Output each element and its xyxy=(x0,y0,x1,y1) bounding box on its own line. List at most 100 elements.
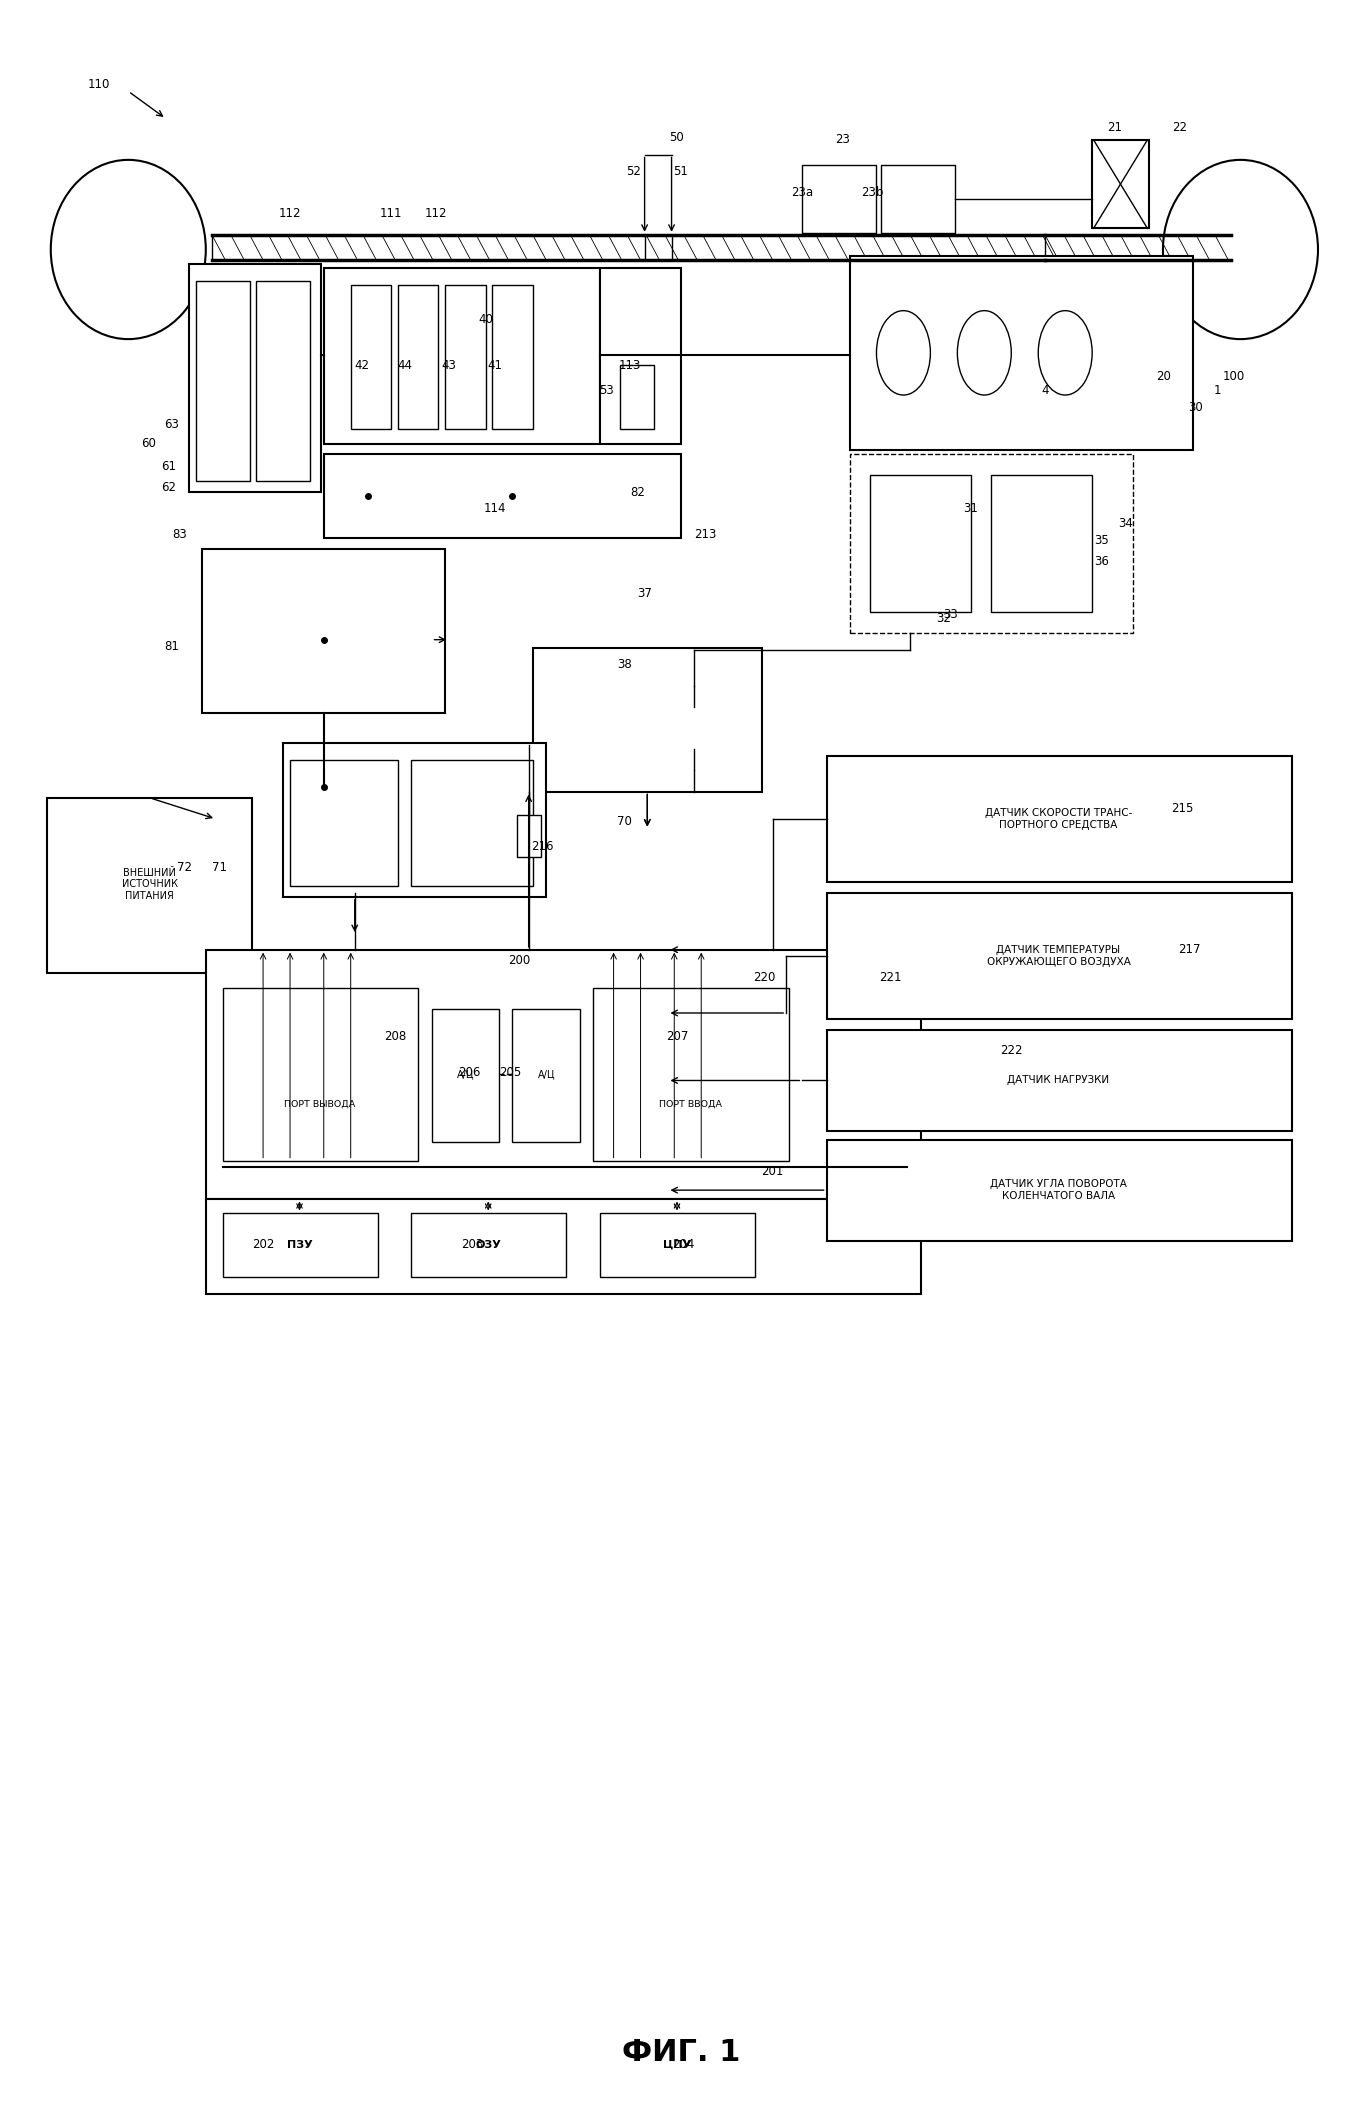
Text: 37: 37 xyxy=(637,586,652,601)
FancyBboxPatch shape xyxy=(667,686,722,749)
Text: 51: 51 xyxy=(674,166,688,178)
Text: А/Ц: А/Ц xyxy=(456,1070,474,1078)
Text: 206: 206 xyxy=(458,1066,481,1078)
Text: 114: 114 xyxy=(484,503,507,516)
Text: 100: 100 xyxy=(1223,369,1245,382)
Text: 202: 202 xyxy=(252,1238,274,1250)
FancyBboxPatch shape xyxy=(290,760,398,887)
Text: ЦПУ: ЦПУ xyxy=(663,1240,691,1250)
Text: ДАТЧИК ТЕМПЕРАТУРЫ
ОКРУЖАЮЩЕГО ВОЗДУХА: ДАТЧИК ТЕМПЕРАТУРЫ ОКРУЖАЮЩЕГО ВОЗДУХА xyxy=(986,945,1130,966)
Text: 205: 205 xyxy=(498,1066,520,1078)
Text: 110: 110 xyxy=(87,79,110,91)
FancyBboxPatch shape xyxy=(594,987,789,1161)
Text: 32: 32 xyxy=(937,611,951,624)
Text: 111: 111 xyxy=(380,208,402,221)
Text: 31: 31 xyxy=(963,503,978,516)
Text: 35: 35 xyxy=(1094,535,1109,548)
Text: 50: 50 xyxy=(670,132,684,144)
Text: 44: 44 xyxy=(398,359,413,372)
Text: 41: 41 xyxy=(488,359,503,372)
FancyBboxPatch shape xyxy=(827,1140,1291,1240)
FancyBboxPatch shape xyxy=(533,648,761,792)
FancyBboxPatch shape xyxy=(207,1199,921,1293)
FancyBboxPatch shape xyxy=(222,987,418,1161)
FancyBboxPatch shape xyxy=(850,454,1133,633)
FancyBboxPatch shape xyxy=(880,166,955,234)
Text: 203: 203 xyxy=(460,1238,484,1250)
FancyBboxPatch shape xyxy=(512,1008,580,1142)
Text: ВНЕШНИЙ
ИСТОЧНИК
ПИТАНИЯ: ВНЕШНИЙ ИСТОЧНИК ПИТАНИЯ xyxy=(121,868,178,900)
Text: 217: 217 xyxy=(1178,943,1200,955)
Text: 40: 40 xyxy=(478,312,493,325)
Text: 42: 42 xyxy=(354,359,369,372)
Text: ДАТЧИК НАГРУЗКИ: ДАТЧИК НАГРУЗКИ xyxy=(1008,1076,1110,1085)
Circle shape xyxy=(1038,310,1092,395)
Circle shape xyxy=(877,310,930,395)
Text: 63: 63 xyxy=(163,418,178,431)
Text: 53: 53 xyxy=(599,384,614,397)
FancyBboxPatch shape xyxy=(196,280,249,482)
Text: 70: 70 xyxy=(617,815,632,828)
FancyBboxPatch shape xyxy=(445,284,485,429)
Text: ПОРТ ВЫВОДА: ПОРТ ВЫВОДА xyxy=(285,1100,355,1108)
Text: 30: 30 xyxy=(1189,401,1204,414)
Text: 200: 200 xyxy=(508,953,530,966)
Ellipse shape xyxy=(1163,159,1318,340)
Text: 23: 23 xyxy=(835,134,850,146)
Text: 112: 112 xyxy=(279,208,301,221)
Text: 221: 221 xyxy=(878,970,902,983)
FancyBboxPatch shape xyxy=(432,1008,498,1142)
Circle shape xyxy=(957,310,1012,395)
Text: 113: 113 xyxy=(618,359,642,372)
FancyBboxPatch shape xyxy=(827,894,1291,1019)
Text: 34: 34 xyxy=(1118,518,1133,531)
Text: 1: 1 xyxy=(1214,384,1222,397)
FancyBboxPatch shape xyxy=(324,454,681,539)
Text: 43: 43 xyxy=(441,359,456,372)
FancyBboxPatch shape xyxy=(203,550,445,713)
Text: 4: 4 xyxy=(1041,384,1049,397)
Text: 213: 213 xyxy=(695,529,716,541)
FancyBboxPatch shape xyxy=(802,166,877,234)
FancyBboxPatch shape xyxy=(827,756,1291,883)
FancyBboxPatch shape xyxy=(827,1030,1291,1132)
Text: 36: 36 xyxy=(1094,554,1109,569)
FancyBboxPatch shape xyxy=(207,949,921,1199)
FancyBboxPatch shape xyxy=(350,284,391,429)
Text: ПЗУ: ПЗУ xyxy=(286,1240,312,1250)
FancyBboxPatch shape xyxy=(256,280,311,482)
Text: 61: 61 xyxy=(161,461,176,473)
FancyBboxPatch shape xyxy=(601,267,681,444)
Text: 220: 220 xyxy=(753,970,776,983)
Text: 60: 60 xyxy=(142,437,155,450)
Text: 83: 83 xyxy=(172,529,187,541)
FancyBboxPatch shape xyxy=(516,815,541,858)
FancyBboxPatch shape xyxy=(189,263,321,493)
Text: А/Ц: А/Ц xyxy=(538,1070,554,1078)
Text: ПОРТ ВВОДА: ПОРТ ВВОДА xyxy=(659,1100,722,1108)
Text: 23b: 23b xyxy=(861,187,884,200)
Text: 201: 201 xyxy=(761,1166,785,1178)
Text: 71: 71 xyxy=(212,862,227,875)
Ellipse shape xyxy=(50,159,206,340)
Text: 216: 216 xyxy=(531,841,553,853)
Text: 22: 22 xyxy=(1173,121,1188,134)
FancyBboxPatch shape xyxy=(492,284,533,429)
FancyBboxPatch shape xyxy=(324,267,601,444)
FancyBboxPatch shape xyxy=(850,255,1193,450)
FancyBboxPatch shape xyxy=(992,476,1092,611)
Text: 81: 81 xyxy=(163,639,178,652)
FancyBboxPatch shape xyxy=(203,798,232,841)
FancyBboxPatch shape xyxy=(222,1214,377,1276)
Text: 207: 207 xyxy=(666,1030,688,1042)
FancyBboxPatch shape xyxy=(1092,140,1148,229)
Text: ДАТЧИК УГЛА ПОВОРОТА
КОЛЕНЧАТОГО ВАЛА: ДАТЧИК УГЛА ПОВОРОТА КОЛЕНЧАТОГО ВАЛА xyxy=(990,1180,1126,1202)
Text: ФИГ. 1: ФИГ. 1 xyxy=(622,2038,740,2068)
Text: 215: 215 xyxy=(1171,802,1193,815)
FancyBboxPatch shape xyxy=(398,284,439,429)
FancyBboxPatch shape xyxy=(411,760,533,887)
Text: 208: 208 xyxy=(384,1030,406,1042)
Text: 23a: 23a xyxy=(791,187,813,200)
Text: 204: 204 xyxy=(673,1238,695,1250)
Text: 21: 21 xyxy=(1107,121,1122,134)
